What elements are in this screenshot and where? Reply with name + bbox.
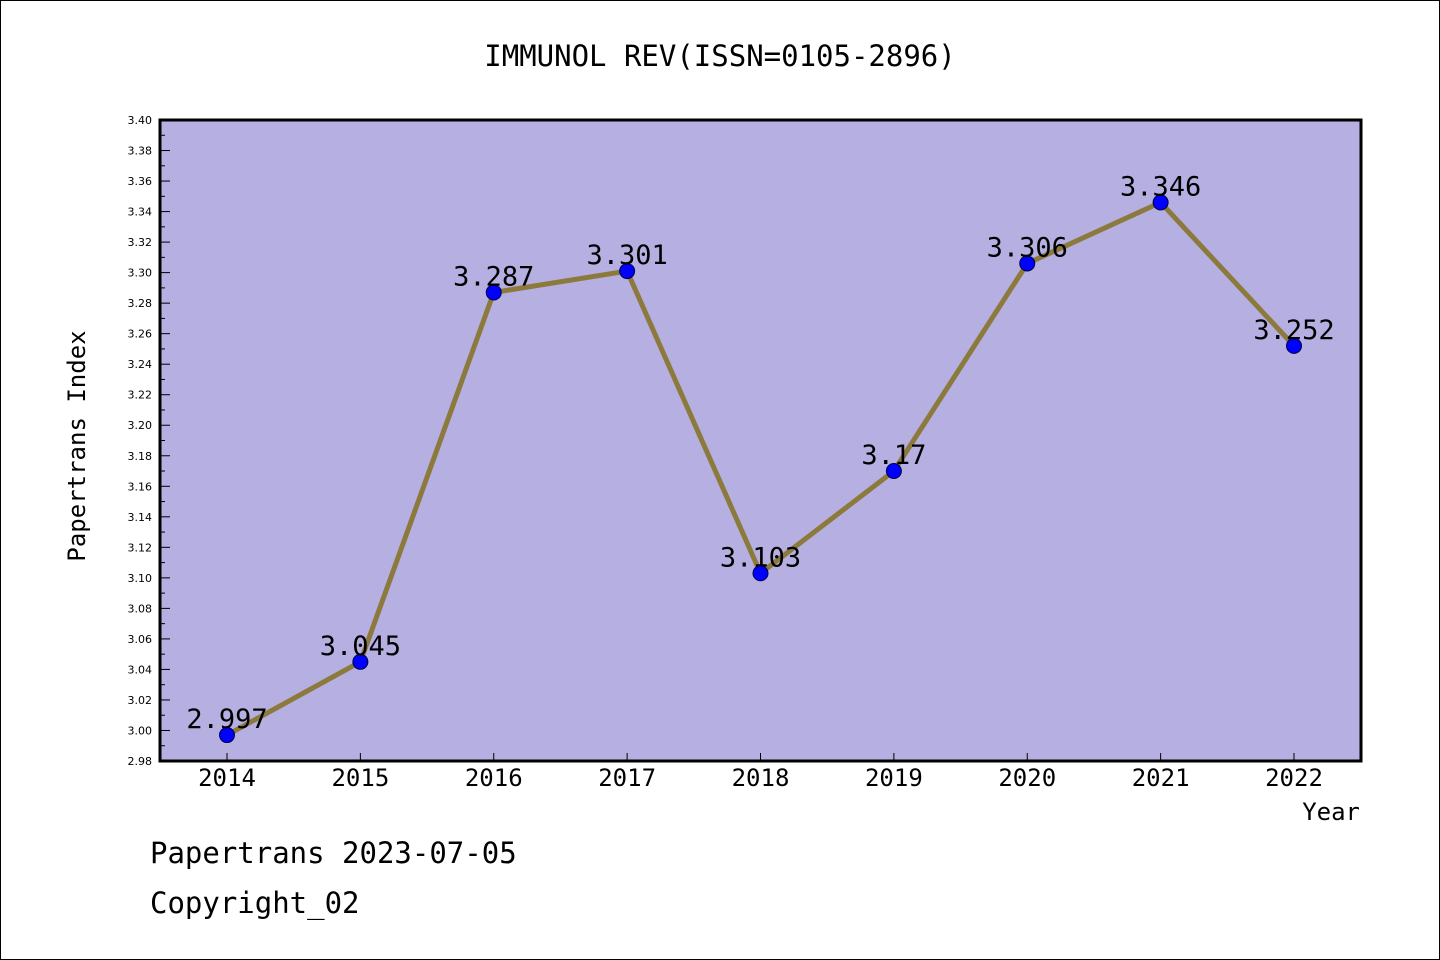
y-tick-label: 3.36: [128, 175, 153, 188]
data-label: 3.103: [720, 542, 801, 573]
y-tick-label: 3.26: [128, 328, 153, 341]
data-point: [619, 263, 636, 280]
data-label: 3.301: [586, 240, 667, 271]
data-label: 3.346: [1120, 171, 1201, 202]
y-tick-label: 3.08: [128, 602, 153, 615]
y-tick-label: 3.18: [128, 450, 153, 463]
data-point: [1286, 337, 1302, 354]
x-tick-label: 2014: [198, 764, 256, 792]
y-tick-label: 3.00: [128, 724, 153, 737]
y-tick-label: 3.06: [128, 633, 153, 646]
data-label: 3.17: [861, 440, 926, 471]
x-tick-label: 2019: [865, 764, 923, 792]
y-axis-label: Papertrans Index: [63, 330, 91, 561]
y-tick-label: 3.04: [128, 663, 153, 676]
data-point: [1152, 194, 1169, 211]
y-tick-label: 3.40: [128, 114, 153, 127]
x-axis: 2014 2015 2016 2017 2018 2019 2020 2021 2022: [198, 753, 1323, 792]
x-tick-label: 2016: [465, 764, 523, 792]
data-label: 3.252: [1253, 315, 1334, 346]
y-tick-label: 3.34: [128, 206, 153, 219]
data-label: 3.306: [987, 232, 1068, 263]
x-tick-label: 2017: [598, 764, 656, 792]
y-tick-label: 2.98: [128, 755, 153, 768]
y-tick-label: 3.28: [128, 297, 153, 310]
x-tick-label: 2015: [331, 764, 389, 792]
series-points-group: [219, 194, 1302, 744]
y-tick-label: 3.14: [128, 511, 153, 524]
data-label: 2.997: [186, 704, 267, 735]
data-labels-group: 2.997 3.045 3.287 3.301 3.103 3.17 3.306 3.346 3…: [186, 171, 1334, 735]
y-axis: 2.98 3.00 3.02 3.04 3.06 3.08 3.10 3.12 3.14 3.16…: [128, 114, 170, 768]
footer-date: Papertrans 2023-07-05: [150, 836, 517, 870]
y-tick-label: 3.30: [128, 267, 153, 280]
chart-title: IMMUNOL REV(ISSN=0105-2896): [484, 39, 955, 73]
data-label: 3.287: [453, 261, 534, 292]
data-point: [752, 565, 769, 582]
y-tick-label: 3.38: [128, 145, 153, 158]
y-tick-label: 3.24: [128, 358, 153, 371]
y-tick-label: 3.22: [128, 389, 153, 402]
data-point: [219, 727, 235, 744]
y-tick-label: 3.02: [128, 694, 153, 707]
x-tick-label: 2022: [1265, 764, 1323, 792]
data-point: [485, 284, 502, 301]
x-tick-label: 2018: [732, 764, 790, 792]
x-axis-label: Year: [1302, 798, 1360, 826]
x-tick-label: 2020: [998, 764, 1056, 792]
data-label: 3.045: [320, 631, 401, 662]
data-point: [352, 653, 369, 670]
y-tick-label: 3.10: [128, 572, 153, 585]
plot-area: [158, 118, 1363, 763]
data-point: [1019, 255, 1036, 272]
y-tick-label: 3.12: [128, 541, 153, 554]
y-tick-label: 3.20: [128, 419, 153, 432]
footer-copyright: Copyright_02: [150, 886, 360, 920]
y-tick-label: 3.16: [128, 480, 153, 493]
y-tick-label: 3.32: [128, 236, 153, 249]
data-point: [885, 463, 902, 480]
x-tick-label: 2021: [1132, 764, 1190, 792]
